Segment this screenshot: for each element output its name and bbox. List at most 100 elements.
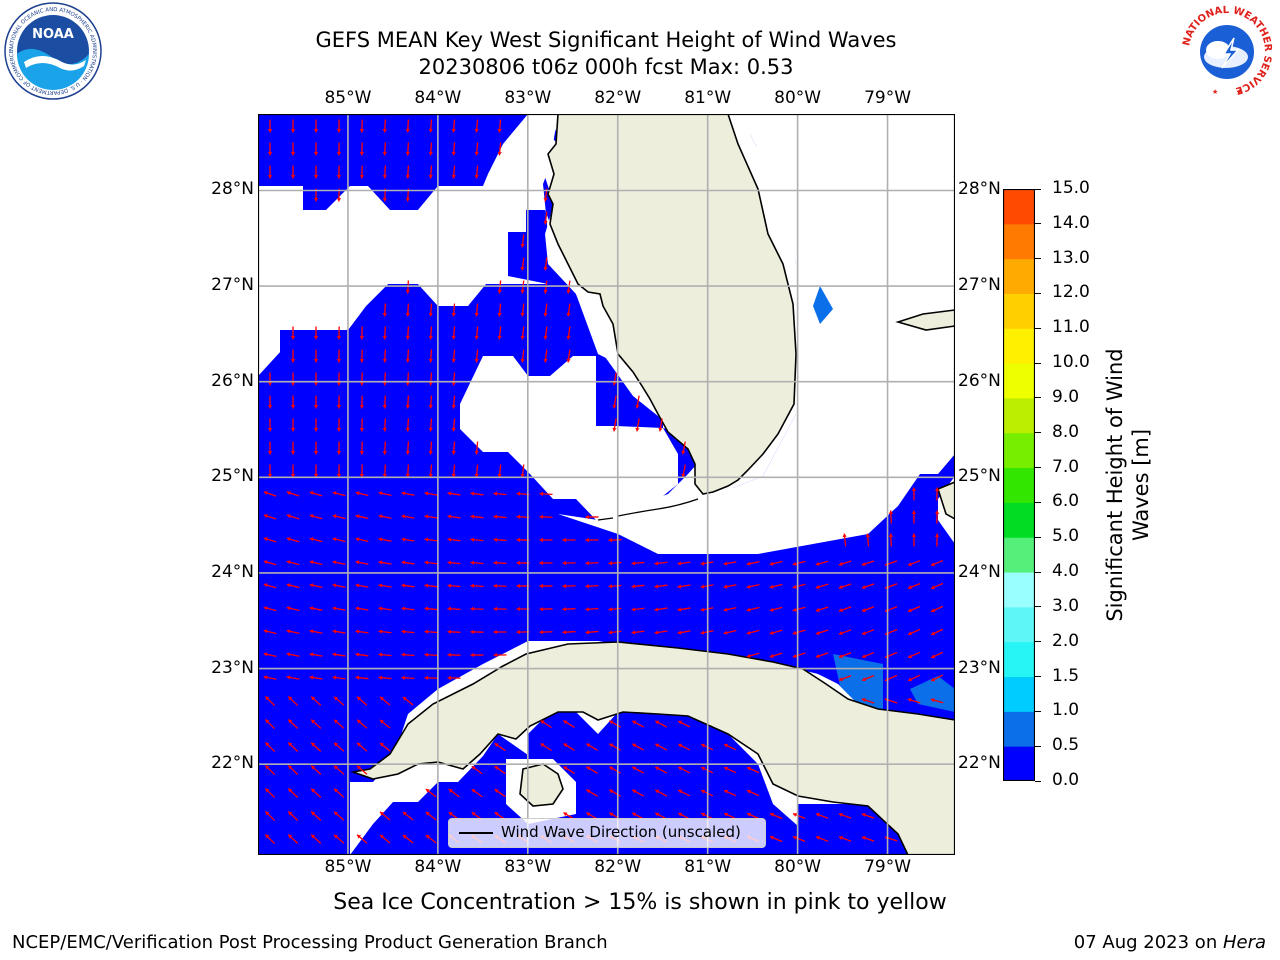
colorbar: [1003, 189, 1035, 781]
wave-direction-arrow: [264, 810, 276, 822]
wave-direction-arrow: [286, 652, 300, 657]
wave-direction-arrow: [313, 372, 319, 386]
wave-direction-arrow: [677, 812, 691, 820]
wave-direction-arrow: [746, 629, 760, 635]
wave-direction-arrow: [286, 629, 300, 634]
wave-direction-arrow: [356, 834, 368, 844]
colorbar-segment: [1003, 676, 1035, 712]
wave-direction-arrow: [654, 720, 668, 728]
wave-direction-arrow: [930, 651, 944, 659]
colorbar-tick-label: 15.0: [1052, 178, 1090, 198]
wave-direction-arrow: [474, 165, 479, 179]
wave-direction-arrow: [356, 742, 368, 752]
wave-direction-arrow: [612, 418, 617, 432]
wave-direction-arrow: [562, 560, 576, 566]
wave-direction-arrow: [424, 675, 438, 681]
latitude-label: 23°N: [211, 657, 254, 678]
wave-direction-arrow: [405, 349, 410, 363]
wave-direction-arrow: [382, 418, 387, 432]
wave-direction-arrow: [310, 765, 322, 775]
wave-direction-arrow: [359, 418, 365, 432]
wave-direction-arrow: [356, 719, 368, 729]
wave-direction-arrow: [264, 787, 276, 799]
wave-direction-arrow: [681, 464, 686, 478]
wave-direction-arrow: [313, 326, 319, 340]
wave-direction-arrow: [355, 652, 369, 657]
colorbar-tick-mark: [1035, 432, 1041, 434]
wave-direction-arrow: [497, 280, 502, 294]
wave-direction-arrow: [769, 835, 783, 843]
wave-direction-arrow: [290, 418, 296, 432]
colorbar-tick-label: 2.0: [1052, 630, 1080, 651]
colorbar-tick-label: 12.0: [1052, 282, 1090, 303]
florida-keys: [597, 498, 699, 521]
colorbar-tick-label: 14.0: [1052, 212, 1090, 233]
wave-direction-arrow: [378, 514, 392, 519]
wave-direction-arrow: [447, 652, 461, 658]
isle-of-youth-land: [519, 763, 564, 807]
chart-title-line-1: GEFS MEAN Key West Significant Height of…: [315, 28, 897, 52]
wave-direction-arrow: [290, 395, 296, 409]
wave-direction-arrow: [382, 441, 387, 455]
wave-direction-arrow: [378, 560, 392, 565]
wave-direction-arrow: [585, 560, 599, 566]
wave-direction-arrow: [470, 629, 484, 635]
wave-direction-arrow: [608, 607, 622, 612]
colorbar-segment: [1003, 432, 1035, 469]
wave-direction-arrow: [405, 326, 410, 340]
wave-direction-arrow: [562, 607, 576, 612]
wave-direction-arrow: [930, 605, 944, 613]
wave-direction-arrow: [631, 584, 645, 589]
wave-direction-arrow: [520, 234, 525, 248]
wave-direction-arrow: [474, 303, 479, 317]
wave-direction-arrow: [332, 514, 346, 520]
colorbar-tick-label: 11.0: [1052, 317, 1090, 338]
wave-direction-arrow: [428, 303, 433, 317]
latitude-label: 25°N: [958, 466, 1001, 487]
wave-direction-arrow: [264, 741, 276, 753]
wave-direction-arrow: [424, 606, 438, 611]
wave-direction-arrow: [493, 606, 507, 612]
wave-direction-arrow: [838, 652, 852, 659]
wave-direction-arrow: [267, 464, 273, 478]
wave-direction-arrow: [838, 675, 852, 682]
wave-direction-arrow: [425, 811, 437, 821]
wave-direction-arrow: [792, 652, 806, 659]
wave-direction-arrow: [494, 742, 506, 752]
colorbar-tick-mark: [1035, 397, 1041, 399]
colorbar-tick-label: 0.5: [1052, 735, 1080, 756]
wave-direction-arrow: [309, 491, 323, 497]
wave-direction-arrow: [267, 142, 273, 156]
chart-title-line-2: 20230806 t06z 000h fcst Max: 0.53: [418, 55, 794, 79]
colorbar-segment: [1003, 467, 1035, 503]
wave-direction-arrow: [746, 606, 760, 612]
wave-direction-arrow: [451, 142, 456, 156]
colorbar-segment: [1003, 293, 1035, 329]
wave-direction-arrow: [631, 766, 645, 774]
latitude-label: 25°N: [211, 466, 254, 487]
wave-direction-arrow: [934, 487, 940, 501]
wave-direction-arrow: [451, 326, 456, 340]
wave-direction-arrow: [313, 349, 319, 363]
wave-direction-arrow: [267, 119, 273, 133]
wave-direction-arrow: [631, 561, 645, 566]
wave-direction-arrow: [332, 560, 346, 566]
wave-direction-arrow: [290, 165, 296, 179]
wave-direction-arrow: [608, 538, 622, 543]
wave-direction-arrow: [313, 441, 319, 455]
wave-direction-arrow: [382, 349, 387, 363]
wave-direction-arrow: [471, 788, 483, 798]
wave-direction-arrow: [428, 464, 433, 478]
noaa-logo-text: NOAA: [32, 27, 74, 42]
colorbar-tick-mark: [1035, 571, 1041, 573]
wave-direction-arrow: [493, 583, 507, 589]
wave-direction-arrow: [497, 303, 502, 317]
colorbar-tick-mark: [1035, 501, 1041, 503]
wave-direction-arrow: [585, 514, 599, 520]
wave-direction-arrow: [332, 583, 346, 588]
wave-direction-arrow: [474, 349, 479, 363]
wave-direction-arrow: [493, 560, 507, 565]
wave-direction-arrow: [907, 674, 921, 682]
wave-direction-arrow: [267, 372, 273, 386]
wave-direction-arrow: [290, 349, 296, 363]
